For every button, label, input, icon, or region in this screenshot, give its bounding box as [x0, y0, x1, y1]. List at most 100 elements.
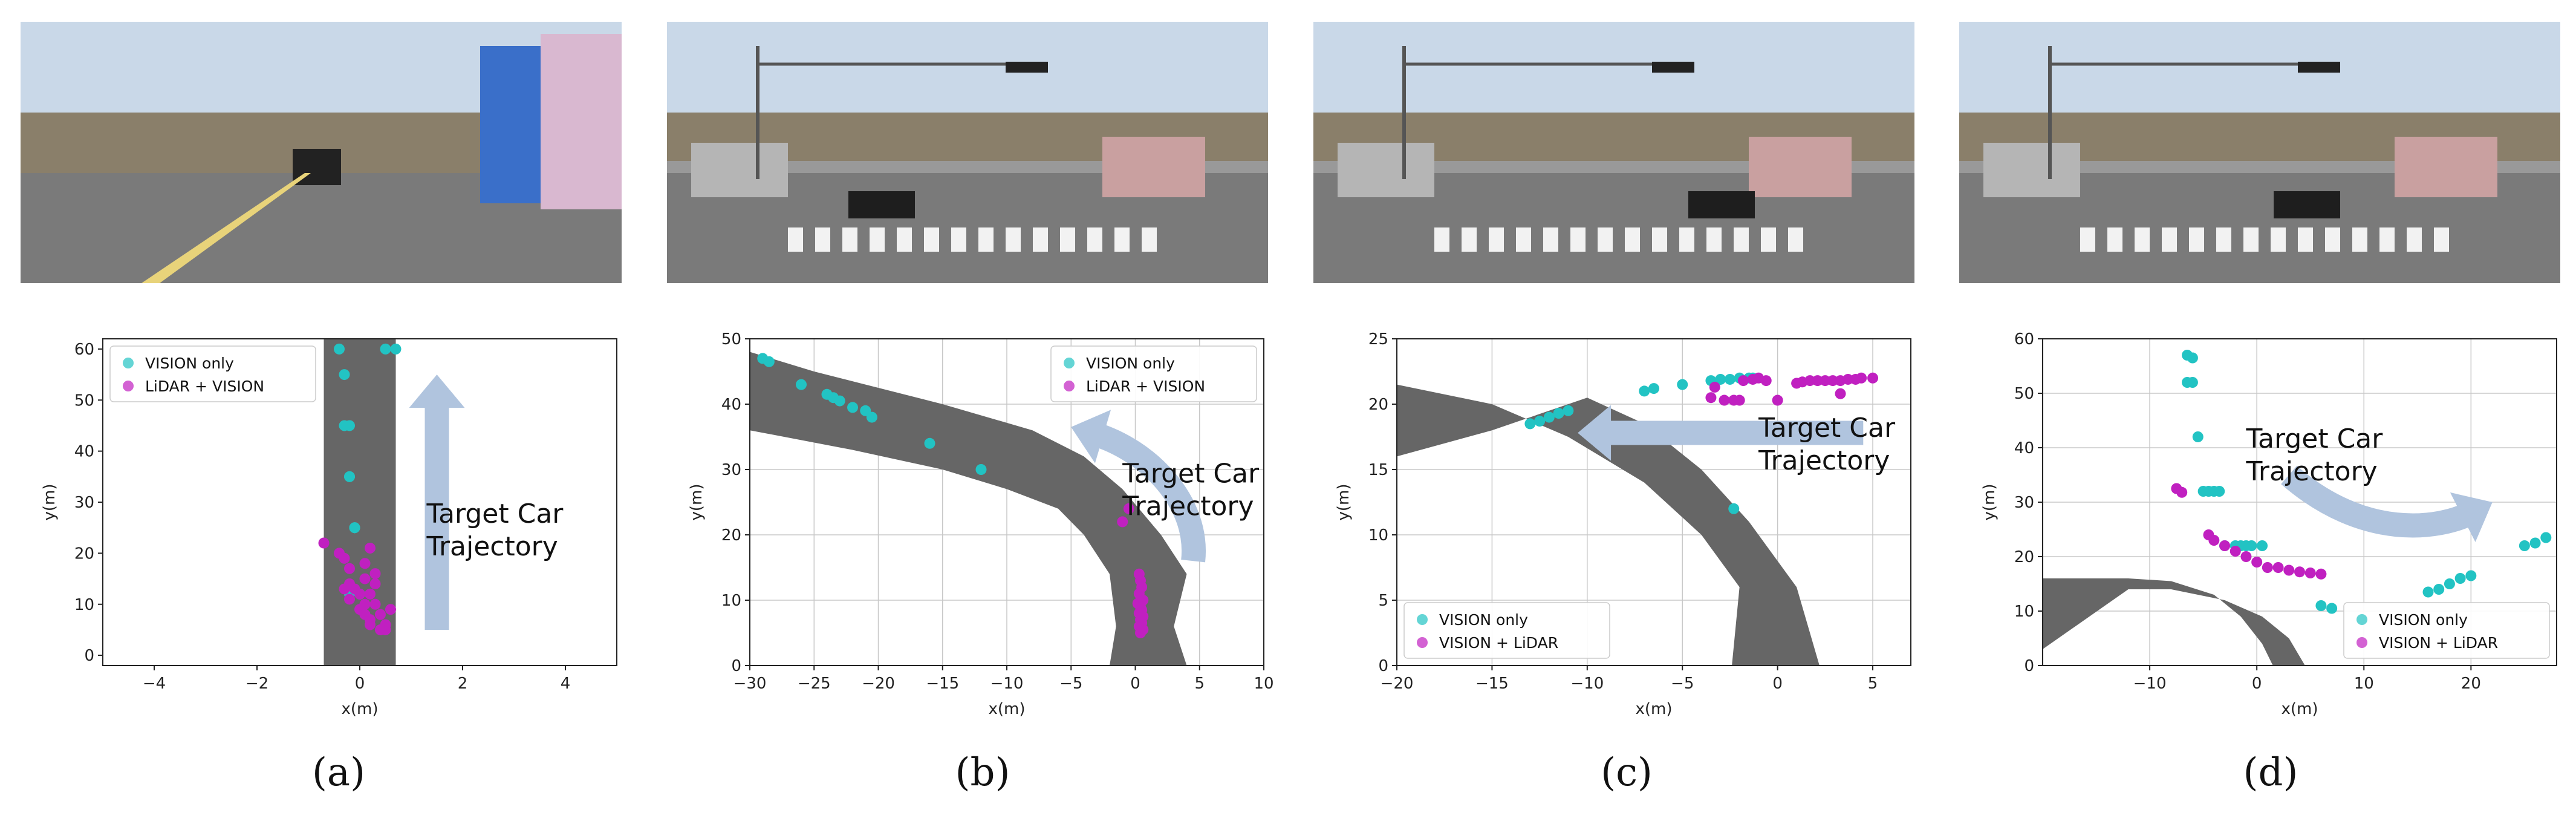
trajectory-arrow-head [1071, 410, 1111, 463]
crosswalk-stripe [1761, 227, 1776, 252]
data-point-lidar [1867, 372, 1879, 384]
x-tick-label: 10 [1254, 675, 1273, 693]
y-tick-label: 30 [74, 494, 94, 512]
data-point-lidar [2294, 566, 2305, 578]
data-point-lidar [369, 568, 381, 580]
car [1688, 191, 1755, 218]
crosswalk-stripe [1570, 227, 1586, 252]
data-point-lidar [380, 624, 391, 635]
data-point-vision [2465, 570, 2477, 581]
crosswalk-stripe [1060, 227, 1075, 252]
crosswalk-stripe [1706, 227, 1722, 252]
y-tick-label: 50 [2014, 385, 2034, 403]
data-point-vision [2540, 532, 2552, 543]
road-surface [667, 173, 1268, 283]
data-point-vision [334, 343, 345, 355]
x-tick-label: −5 [1671, 675, 1694, 693]
data-point-lidar [1760, 375, 1772, 387]
crosswalk-stripe [2407, 227, 2422, 252]
data-point-lidar [1804, 375, 1816, 387]
y-tick-label: 25 [1368, 330, 1388, 348]
y-tick-label: 50 [721, 330, 741, 348]
data-point-vision [866, 411, 877, 423]
x-axis-label: x(m) [1635, 700, 1672, 718]
x-tick-label: −5 [1059, 675, 1082, 693]
data-point-vision [2187, 377, 2198, 388]
annotation-text: Trajectory [2245, 456, 2377, 487]
data-point-lidar [1843, 373, 1854, 385]
y-tick-label: 40 [721, 396, 741, 414]
data-point-lidar [2315, 568, 2327, 580]
legend-label: VISION only [145, 355, 234, 372]
data-point-lidar [354, 588, 365, 600]
data-point-vision [2315, 600, 2327, 611]
crosswalk-stripe [2379, 227, 2395, 252]
crosswalk-stripe [2107, 227, 2122, 252]
data-point-lidar [2240, 551, 2252, 562]
crosswalk-stripe [1598, 227, 1613, 252]
y-tick-label: 60 [2014, 330, 2034, 348]
caption-c: (c) [1601, 750, 1653, 795]
data-point-vision [1715, 373, 1726, 385]
data-point-lidar [2304, 568, 2316, 578]
data-point-vision [924, 437, 935, 449]
plot-frame [1396, 338, 1911, 666]
data-point-vision [2214, 486, 2225, 497]
x-axis-label: x(m) [2281, 700, 2318, 718]
data-point-vision [2422, 586, 2434, 598]
x-tick-label: 0 [1130, 675, 1140, 693]
data-point-vision [847, 402, 858, 413]
plot-d: Target Car Trajectory −10 0 10 20 0 10 20 30 40 50 6… [1952, 315, 2576, 750]
crosswalk-stripe [951, 227, 966, 252]
data-point-vision [2519, 540, 2530, 551]
car [848, 191, 915, 218]
data-point-lidar [1719, 394, 1730, 406]
y-tick-label: 0 [731, 657, 741, 675]
crosswalk-stripe [1543, 227, 1558, 252]
annotation-text: Trajectory [1758, 445, 1890, 476]
data-point-vision [2433, 584, 2445, 595]
data-point-lidar [365, 619, 376, 630]
data-point-lidar [344, 594, 355, 605]
data-point-vision [1524, 418, 1536, 430]
building [2395, 137, 2497, 197]
trajectory-arrow-head [1578, 405, 1612, 461]
data-point-vision [380, 343, 391, 355]
y-axis-label: y(m) [1980, 483, 1999, 520]
building [1983, 143, 2080, 197]
crosswalk-stripe [788, 227, 803, 252]
crosswalk-stripe [815, 227, 830, 252]
data-point-vision [1639, 385, 1650, 397]
legend-marker [2356, 637, 2367, 648]
y-tick-label: 60 [74, 341, 94, 359]
legend-box [1050, 345, 1257, 402]
road-surface [1959, 173, 2560, 283]
crosswalk-stripe [2189, 227, 2204, 252]
annotation-text: Trajectory [1122, 491, 1254, 522]
legend-marker [1064, 358, 1075, 368]
data-point-lidar [369, 598, 381, 610]
y-tick-label: 10 [721, 592, 741, 610]
x-tick-label: 2 [458, 675, 468, 693]
road-surface [1313, 173, 1914, 283]
crosswalk-stripe [2434, 227, 2449, 252]
legend-label: VISION + LiDAR [2379, 634, 2498, 652]
crosswalk-stripe [1142, 227, 1157, 252]
crosswalk-stripe [2325, 227, 2340, 252]
data-point-lidar [1123, 503, 1134, 514]
data-point-vision [2187, 352, 2198, 364]
legend-label: VISION only [1439, 611, 1528, 629]
crosswalk-stripe [924, 227, 939, 252]
crosswalk-stripe [1462, 227, 1477, 252]
data-point-lidar [1820, 375, 1831, 387]
data-point-lidar [359, 573, 371, 584]
legend-box [1403, 602, 1610, 659]
data-point-lidar [1827, 375, 1838, 387]
y-tick-label: 30 [721, 461, 741, 479]
y-axis-label: y(m) [41, 483, 59, 520]
crosswalk-stripe [1734, 227, 1749, 252]
crosswalk-stripe [842, 227, 857, 252]
data-point-lidar [339, 552, 350, 564]
y-tick-label: 10 [2014, 603, 2034, 621]
x-tick-label: −20 [1381, 675, 1414, 693]
